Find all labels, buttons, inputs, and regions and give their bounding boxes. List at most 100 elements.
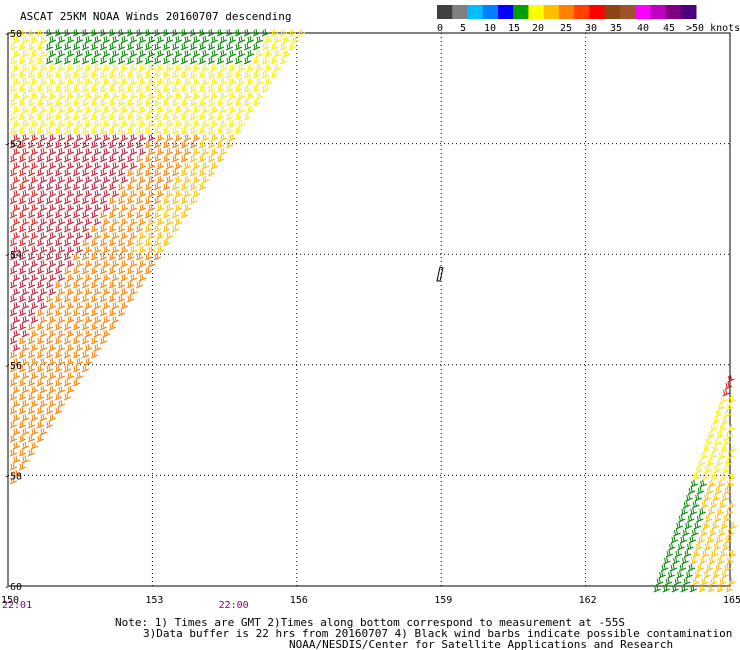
wind-barb <box>162 112 171 121</box>
wind-barb <box>81 70 90 79</box>
wind-barb <box>237 105 246 114</box>
wind-barb <box>39 63 48 72</box>
wind-barb <box>18 350 27 359</box>
wind-barb <box>162 168 171 177</box>
wind-barb <box>30 287 39 296</box>
note-line-1: Note: 1) Times are GMT 2)Times along bot… <box>115 616 625 629</box>
wind-barb <box>162 182 171 191</box>
wind-barb <box>722 542 730 551</box>
wind-barb <box>189 112 198 121</box>
wind-barb <box>147 105 156 114</box>
wind-barb <box>138 217 147 226</box>
wind-barb <box>207 98 216 107</box>
wind-barb <box>677 542 685 551</box>
wind-barb <box>39 287 48 296</box>
wind-barb <box>18 42 27 51</box>
wind-barb <box>36 238 45 247</box>
wind-barb <box>216 28 225 37</box>
wind-barb <box>30 161 39 170</box>
wind-barb <box>656 577 664 586</box>
wind-barb <box>228 35 237 44</box>
wind-barb <box>93 189 102 198</box>
wind-barb <box>678 514 686 523</box>
wind-barb <box>12 217 21 226</box>
wind-barb <box>702 444 711 453</box>
wind-barb <box>72 336 81 345</box>
wind-barb <box>12 399 21 408</box>
wind-barb <box>180 56 189 65</box>
wind-barb <box>135 238 144 247</box>
wind-barb <box>9 112 18 121</box>
wind-barb <box>81 266 90 275</box>
wind-barb <box>99 336 108 345</box>
wind-barb <box>93 287 102 296</box>
wind-barb <box>9 84 18 93</box>
wind-barb <box>129 35 138 44</box>
wind-barb <box>234 112 243 121</box>
wind-barb <box>690 479 698 488</box>
wind-barb <box>719 549 728 558</box>
wind-barb <box>81 224 90 233</box>
wind-barb <box>171 196 180 205</box>
wind-barb <box>210 161 219 170</box>
wind-barb <box>279 56 288 65</box>
wind-barb <box>108 322 117 331</box>
wind-barb <box>686 542 694 551</box>
wind-barb <box>120 49 129 58</box>
wind-barb <box>21 161 30 170</box>
wind-barb <box>699 556 707 565</box>
lat-label: -54 <box>4 250 22 261</box>
wind-barb <box>18 238 27 247</box>
wind-barb <box>27 280 36 289</box>
wind-barb <box>144 28 153 37</box>
wind-barb <box>117 126 126 135</box>
wind-barb <box>18 154 27 163</box>
wind-barb <box>710 549 719 558</box>
wind-barb <box>216 154 225 163</box>
wind-barb <box>48 259 57 268</box>
wind-barb <box>171 28 180 37</box>
wind-barb <box>180 140 189 149</box>
wind-barb <box>192 133 201 142</box>
wind-barb <box>111 133 120 142</box>
wind-barb <box>66 77 75 86</box>
wind-barb-swaths <box>9 28 738 593</box>
wind-barb <box>120 245 129 254</box>
wind-barb <box>75 49 84 58</box>
wind-barb <box>147 63 156 72</box>
wind-barb <box>712 493 720 502</box>
wind-barb <box>18 266 27 275</box>
wind-barb <box>219 35 228 44</box>
wind-barb <box>102 63 111 72</box>
wind-barb <box>21 371 30 380</box>
wind-barb <box>63 98 72 107</box>
wind-barb <box>216 84 225 93</box>
wind-barb <box>57 161 66 170</box>
wind-barb <box>668 542 676 551</box>
wind-barb <box>21 49 30 58</box>
wind-barb <box>147 217 156 226</box>
wind-barb <box>72 70 81 79</box>
wind-barb <box>12 105 21 114</box>
wind-barb <box>27 266 36 275</box>
wind-barb <box>117 252 126 261</box>
wind-barb <box>129 231 138 240</box>
wind-barb <box>93 35 102 44</box>
wind-barb <box>90 56 99 65</box>
wind-barb <box>234 98 243 107</box>
wind-barb <box>156 245 165 254</box>
wind-barb <box>72 322 81 331</box>
wind-barb <box>9 476 18 485</box>
wind-barb <box>27 448 36 457</box>
wind-barb <box>30 301 39 310</box>
wind-barb <box>39 259 48 268</box>
wind-barb <box>93 105 102 114</box>
wind-barb <box>144 210 153 219</box>
wind-barb <box>710 423 718 432</box>
wind-barb <box>90 70 99 79</box>
wind-barb <box>694 493 702 502</box>
wind-barb <box>111 189 120 198</box>
wind-barb <box>201 63 210 72</box>
lon-label: 156 <box>290 595 308 606</box>
wind-barb <box>36 112 45 121</box>
